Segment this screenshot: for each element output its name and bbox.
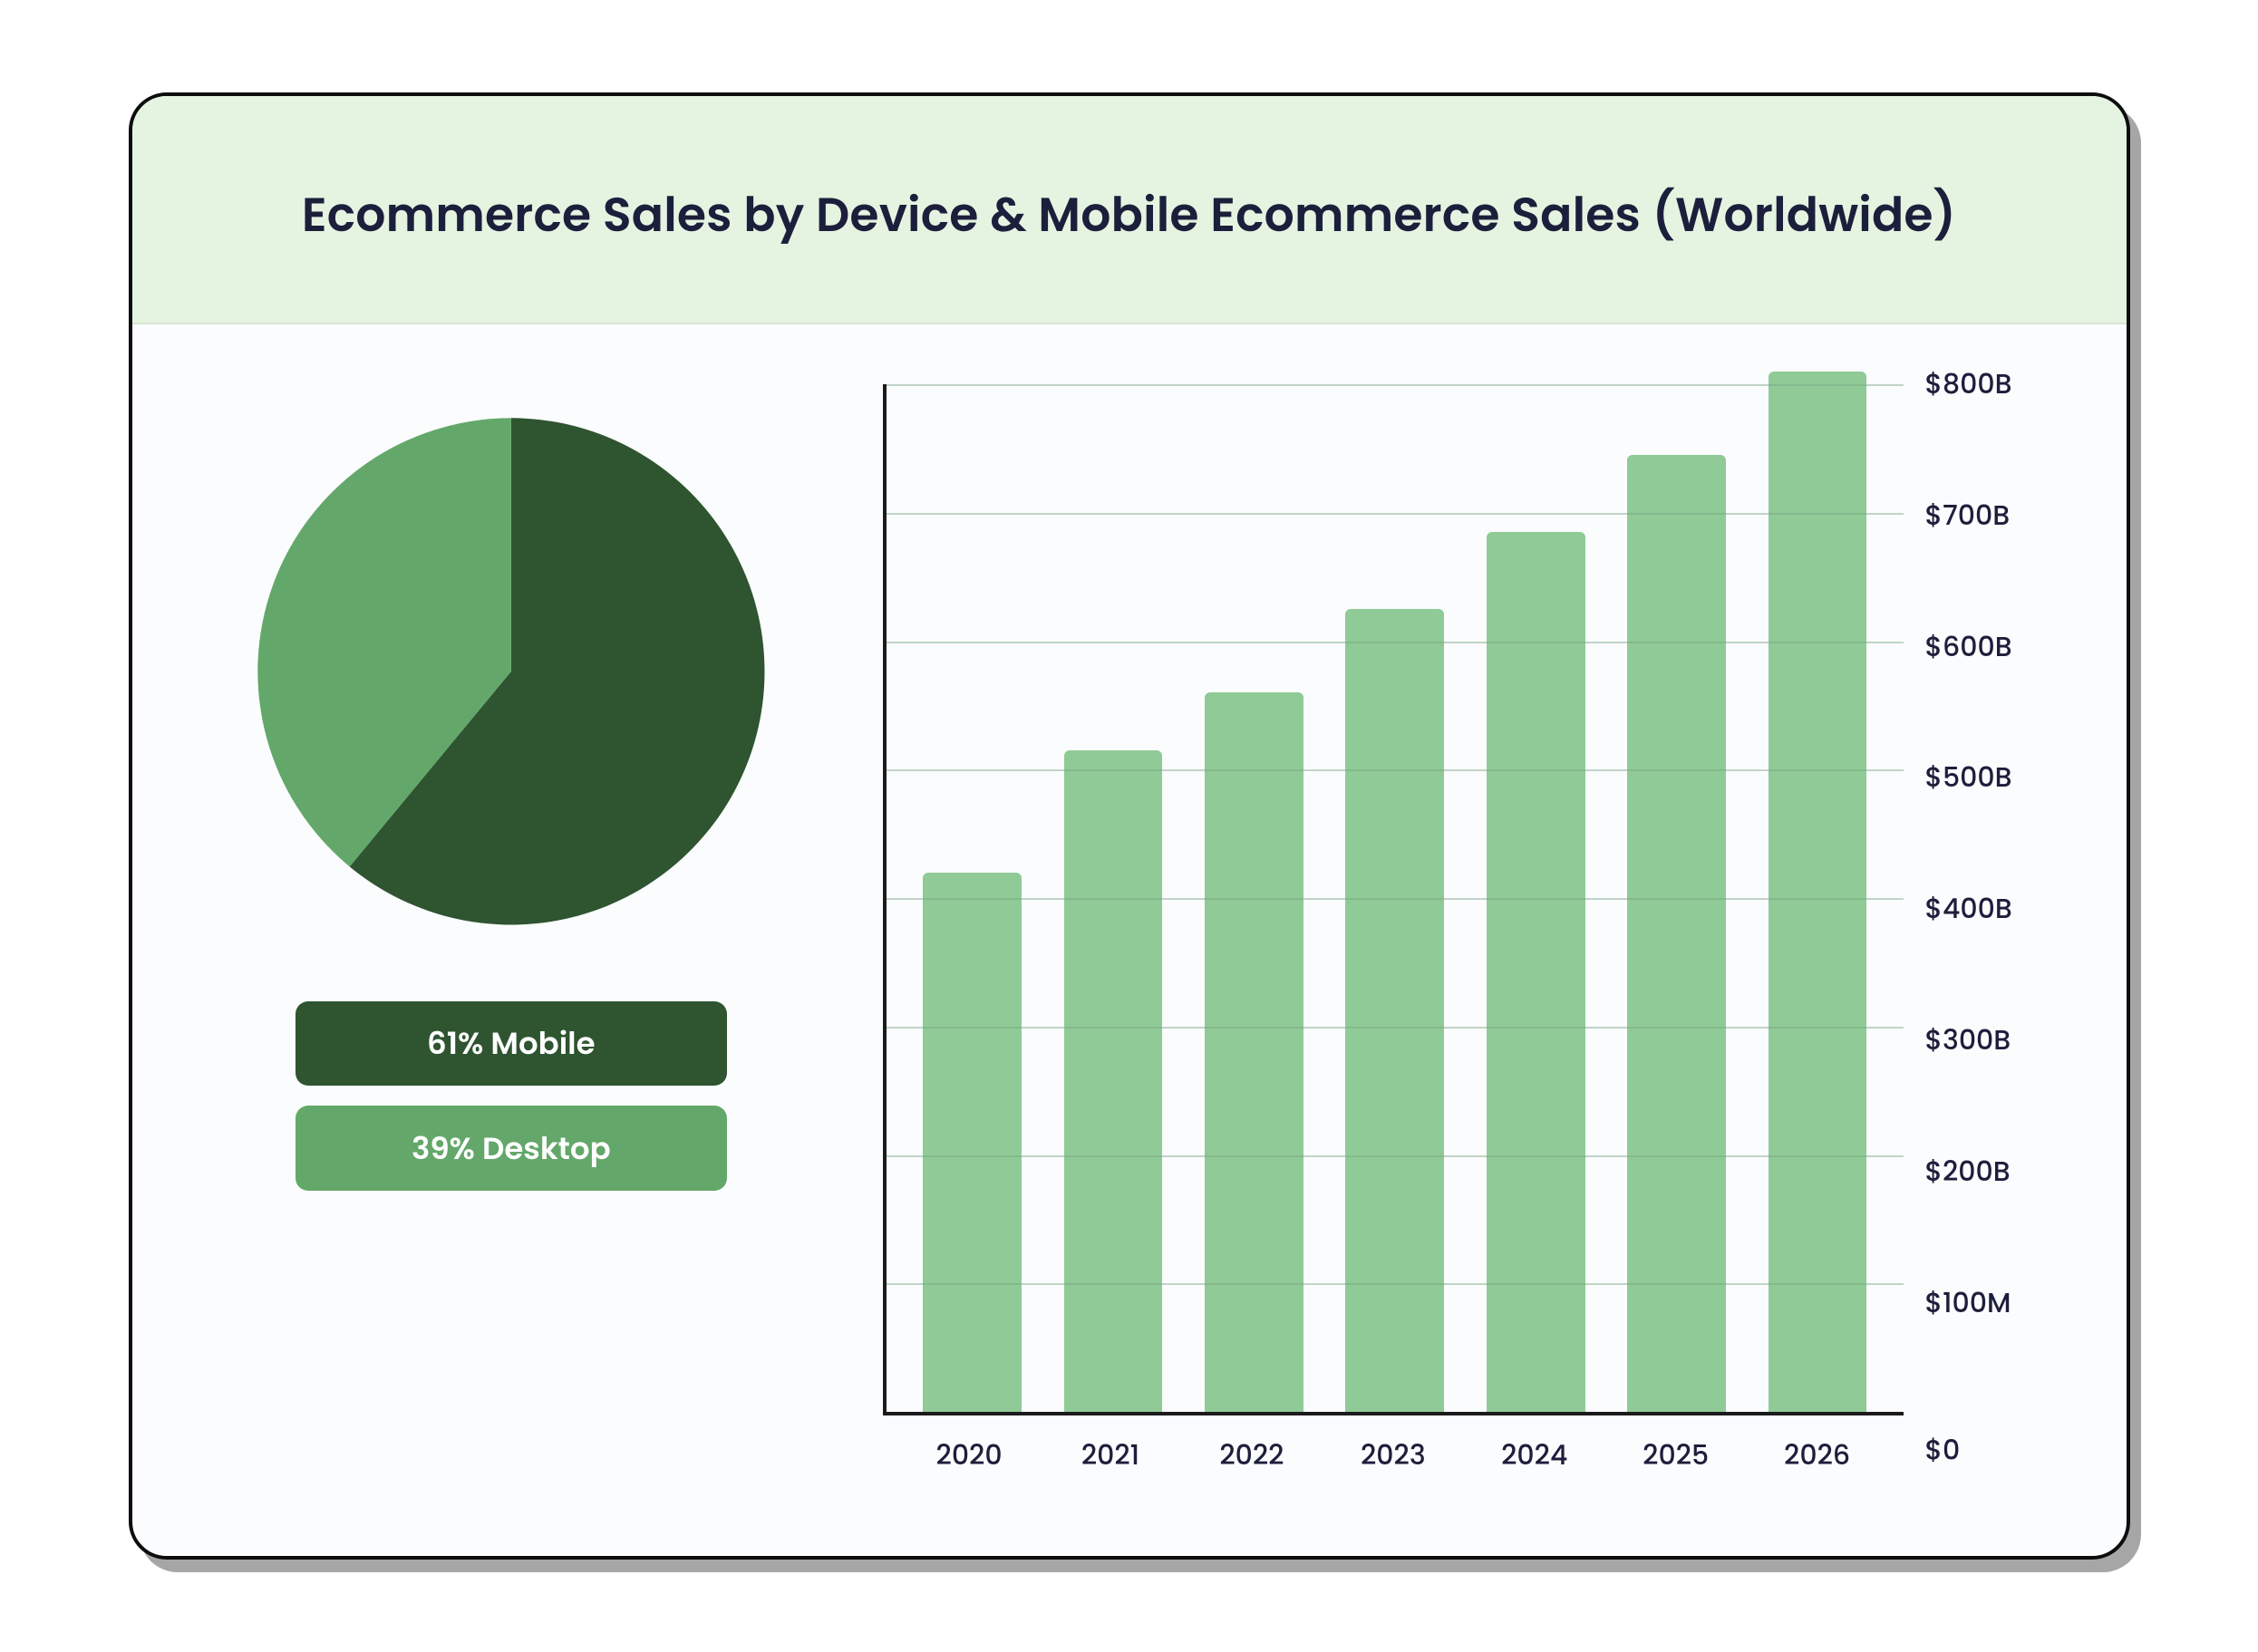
gridline — [887, 1027, 1903, 1029]
chart-title: Ecommerce Sales by Device & Mobile Ecomm… — [212, 180, 2047, 251]
pie-panel: 61% Mobile 39% Desktop — [212, 384, 811, 1475]
bar-2026 — [1769, 372, 1867, 1412]
y-tick-label: $600B — [1925, 626, 2027, 668]
card-header: Ecommerce Sales by Device & Mobile Ecomm… — [132, 96, 2127, 324]
y-tick-label: $100M — [1925, 1282, 2027, 1324]
bar-2023 — [1345, 609, 1444, 1412]
legend-item-0: 61% Mobile — [296, 1001, 727, 1087]
y-tick-label: $700B — [1925, 495, 2027, 536]
bar-panel: 2020202120222023202420252026 $800B$700B$… — [883, 384, 2026, 1475]
gridline — [887, 1155, 1903, 1157]
pie-chart — [236, 396, 787, 947]
gridline — [887, 898, 1903, 900]
x-tick-label: 2023 — [1343, 1435, 1442, 1476]
bar-x-axis: 2020 2021 2022 2023 2024 2025 2026 — [883, 1415, 1903, 1475]
gridline — [887, 1283, 1903, 1285]
y-tick-label: $400B — [1925, 888, 2027, 930]
bar-2024 — [1487, 532, 1585, 1412]
pie-legend: 61% Mobile 39% Desktop — [296, 1001, 727, 1192]
gridline — [887, 384, 1903, 386]
x-tick-label: 2022 — [1202, 1435, 1301, 1476]
x-tick-label: 2025 — [1626, 1435, 1725, 1476]
chart-card: Ecommerce Sales by Device & Mobile Ecomm… — [129, 92, 2130, 1559]
x-tick-label: 2026 — [1768, 1435, 1866, 1476]
y-tick-label: $200B — [1925, 1151, 2027, 1193]
y-tick-label: $500B — [1925, 757, 2027, 798]
bar-plot-area — [883, 384, 1903, 1415]
bar-2022 — [1205, 692, 1303, 1412]
card-body: 61% Mobile39% Desktop 202020212022202320… — [132, 324, 2127, 1555]
y-tick-label: $300B — [1925, 1019, 2027, 1061]
x-tick-label: 2020 — [920, 1435, 1019, 1476]
y-tick-label: $800B — [1925, 363, 2027, 405]
bar-2020 — [923, 873, 1022, 1412]
x-tick-label: 2024 — [1485, 1435, 1584, 1476]
gridline — [887, 769, 1903, 771]
bar-plot: 2020 2021 2022 2023 2024 2025 2026 — [883, 384, 1903, 1475]
gridline — [887, 642, 1903, 643]
bar-2021 — [1064, 750, 1163, 1412]
gridline — [887, 513, 1903, 515]
legend-item-1: 39% Desktop — [296, 1106, 727, 1191]
bar-y-axis-labels: $800B$700B$600B$500B$400B$300B$200B$100M… — [1925, 384, 2027, 1475]
x-tick-label: 2021 — [1061, 1435, 1159, 1476]
bar-2025 — [1627, 455, 1726, 1412]
y-tick-label: $0 — [1925, 1430, 2027, 1472]
